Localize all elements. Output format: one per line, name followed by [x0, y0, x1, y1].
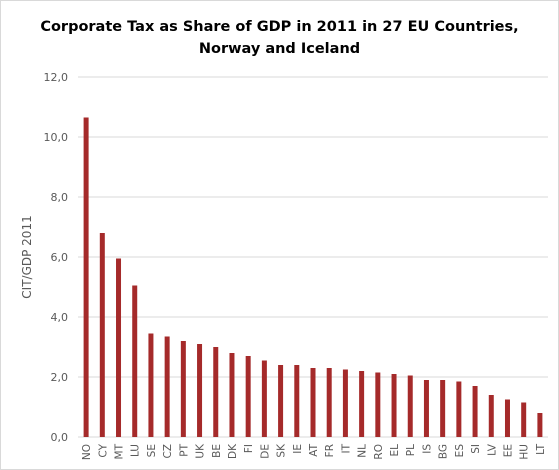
bar-is: [423, 380, 429, 437]
bar-cy: [99, 233, 105, 437]
gridlines: [78, 76, 548, 438]
x-tick-label: IE: [292, 444, 304, 454]
bar-no: [83, 117, 89, 437]
x-tick-label: CY: [97, 443, 109, 457]
x-tick-label: BG: [438, 444, 450, 459]
bar-si: [472, 386, 478, 437]
x-tick-label: UK: [195, 443, 207, 459]
bar-cz: [164, 336, 170, 437]
x-tick-label: AT: [308, 443, 320, 456]
x-tick-label: NL: [357, 444, 369, 458]
bars: [83, 117, 543, 437]
x-tick-label: LV: [486, 443, 498, 456]
bar-hu: [521, 402, 527, 437]
x-tick-label: MT: [114, 443, 126, 459]
bar-mt: [116, 258, 122, 437]
y-tick-label: 0,0: [51, 431, 69, 444]
x-tick-label: IT: [340, 443, 352, 453]
x-tick-label: FI: [243, 444, 255, 453]
y-axis-title: CIT/GDP 2011: [20, 215, 34, 298]
bar-fi: [245, 356, 251, 437]
x-tick-label: EE: [502, 444, 514, 457]
x-tick-label: LT: [535, 443, 547, 454]
x-tick-label: PL: [405, 444, 417, 456]
x-tick-label: BE: [211, 444, 223, 458]
x-tick-label: PT: [178, 443, 190, 456]
bar-de: [261, 360, 267, 437]
x-tick-label: DK: [227, 443, 239, 459]
x-tick-label: SE: [146, 444, 158, 457]
x-tick-label: NO: [81, 444, 93, 460]
x-tick-label: CZ: [162, 444, 174, 459]
bar-lt: [537, 413, 543, 437]
y-tick-label: 6,0: [51, 251, 69, 264]
x-axis-tick-labels: NO CY MT LU SE CZ PT UK BE DK FI DE SK IE AT FR IT NL RO EL…: [81, 443, 547, 460]
bar-sk: [278, 365, 284, 437]
x-tick-label: DE: [259, 444, 271, 459]
x-tick-label: LU: [130, 444, 142, 457]
x-tick-label: HU: [519, 444, 531, 460]
bar-bg: [440, 380, 446, 437]
bar-fr: [326, 368, 332, 437]
bar-lv: [488, 395, 494, 437]
x-tick-label: SK: [276, 443, 288, 458]
bar-se: [148, 333, 154, 437]
x-tick-label: IS: [421, 444, 433, 454]
bar-dk: [229, 353, 235, 437]
y-tick-label: 10,0: [44, 131, 69, 144]
bar-nl: [359, 371, 365, 437]
y-tick-label: 8,0: [51, 191, 69, 204]
x-tick-label: ES: [454, 444, 466, 458]
y-tick-label: 4,0: [51, 311, 69, 324]
x-tick-label: SI: [470, 444, 482, 454]
chart-title-line-2: Norway and Iceland: [198, 41, 361, 57]
bar-ro: [375, 372, 381, 437]
y-tick-label: 12,0: [44, 71, 69, 84]
x-tick-label: RO: [373, 444, 385, 460]
bar-ie: [294, 365, 300, 437]
bar-pt: [180, 341, 186, 437]
bar-el: [391, 374, 397, 437]
bar-it: [342, 369, 348, 437]
chart-title: Corporate Tax as Share of GDP in 2011 in…: [0, 16, 559, 60]
y-tick-label: 2,0: [51, 371, 69, 384]
bar-be: [213, 347, 219, 437]
bar-lu: [132, 285, 138, 437]
chart-title-line-1: Corporate Tax as Share of GDP in 2011 in…: [40, 19, 519, 35]
y-axis-tick-labels: 0,0 2,0 4,0 6,0 8,0 10,0 12,0: [44, 71, 69, 444]
bar-es: [456, 381, 462, 437]
bar-ee: [504, 399, 510, 437]
x-tick-label: FR: [324, 444, 336, 457]
bar-uk: [197, 344, 203, 437]
bar-pl: [407, 375, 413, 437]
x-tick-label: EL: [389, 444, 401, 457]
bar-at: [310, 368, 316, 437]
